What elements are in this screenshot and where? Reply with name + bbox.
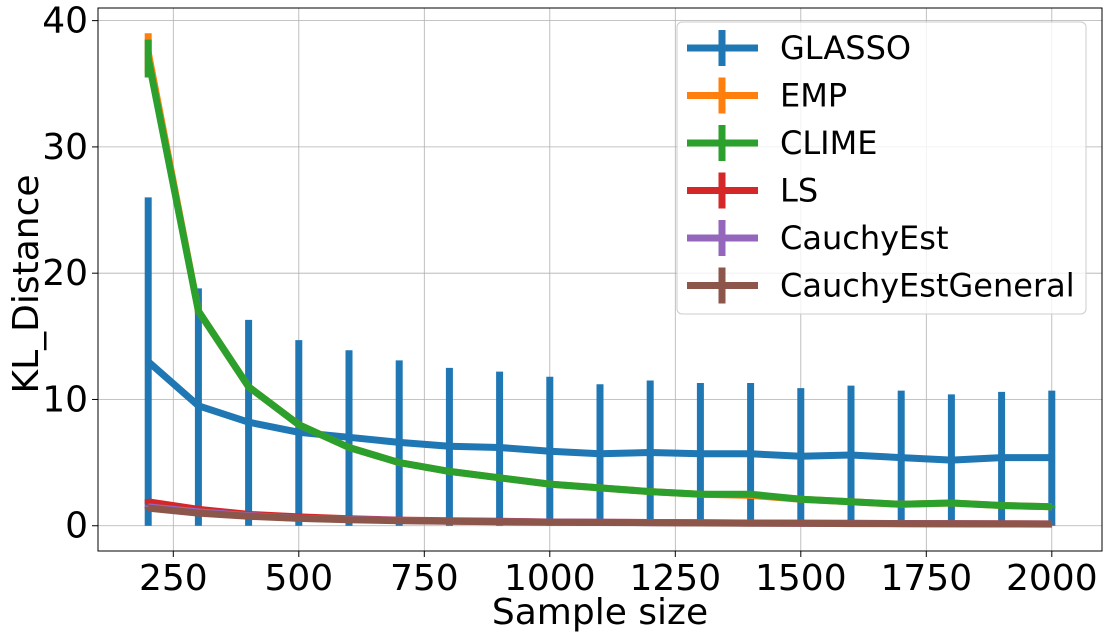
glasso-line [145, 358, 1052, 464]
legend-label: EMP [780, 77, 847, 115]
legend-item-cauchyestgeneral: CauchyEstGeneral [687, 267, 1075, 305]
y-tick-label: 0 [65, 506, 88, 547]
legend-box [676, 21, 1087, 315]
x-tick-label: 250 [139, 558, 208, 599]
x-axis-ticks: 250 500 750 1000 1250 1500 1750 2000 [139, 551, 1098, 599]
x-tick-label: 2000 [1006, 558, 1098, 599]
y-axis-ticks: 0 10 20 30 40 [42, 1, 98, 547]
x-axis-label: Sample size [492, 592, 708, 633]
x-tick-label: 500 [264, 558, 333, 599]
legend-label: CauchyEstGeneral [780, 267, 1075, 305]
legend-label: LS [780, 172, 818, 210]
x-tick-label: 750 [390, 558, 459, 599]
series-layer [144, 33, 1056, 528]
cauchyestgeneral-line [147, 504, 1052, 528]
series-clime [144, 39, 1056, 511]
series-glasso [144, 197, 1056, 526]
x-tick-label: 1000 [504, 558, 596, 599]
legend-label: GLASSO [780, 29, 911, 67]
legend-item-clime: CLIME [687, 124, 877, 162]
x-tick-label: 1500 [755, 558, 847, 599]
legend-item-emp: EMP [687, 77, 847, 115]
legend-label: CLIME [780, 124, 877, 162]
y-tick-label: 10 [42, 379, 88, 420]
legend-label: CauchyEst [780, 219, 948, 257]
legend-item-glasso: GLASSO [687, 29, 911, 67]
legend: GLASSO EMP CLIME LS CauchyEst CauchyEstGenera… [676, 21, 1087, 315]
plot-area-frame [97, 7, 1103, 552]
x-tick-label: 1750 [880, 558, 972, 599]
legend-item-ls: LS [687, 172, 818, 210]
series-cauchyestgeneral [144, 504, 1056, 528]
y-tick-label: 20 [42, 253, 88, 294]
y-tick-label: 40 [42, 1, 88, 42]
x-tick-label: 1250 [629, 558, 721, 599]
clime-line [144, 57, 1052, 511]
legend-item-cauchyest: CauchyEst [687, 219, 948, 257]
y-tick-label: 30 [42, 127, 88, 168]
y-axis-label: KL_Distance [6, 174, 47, 393]
